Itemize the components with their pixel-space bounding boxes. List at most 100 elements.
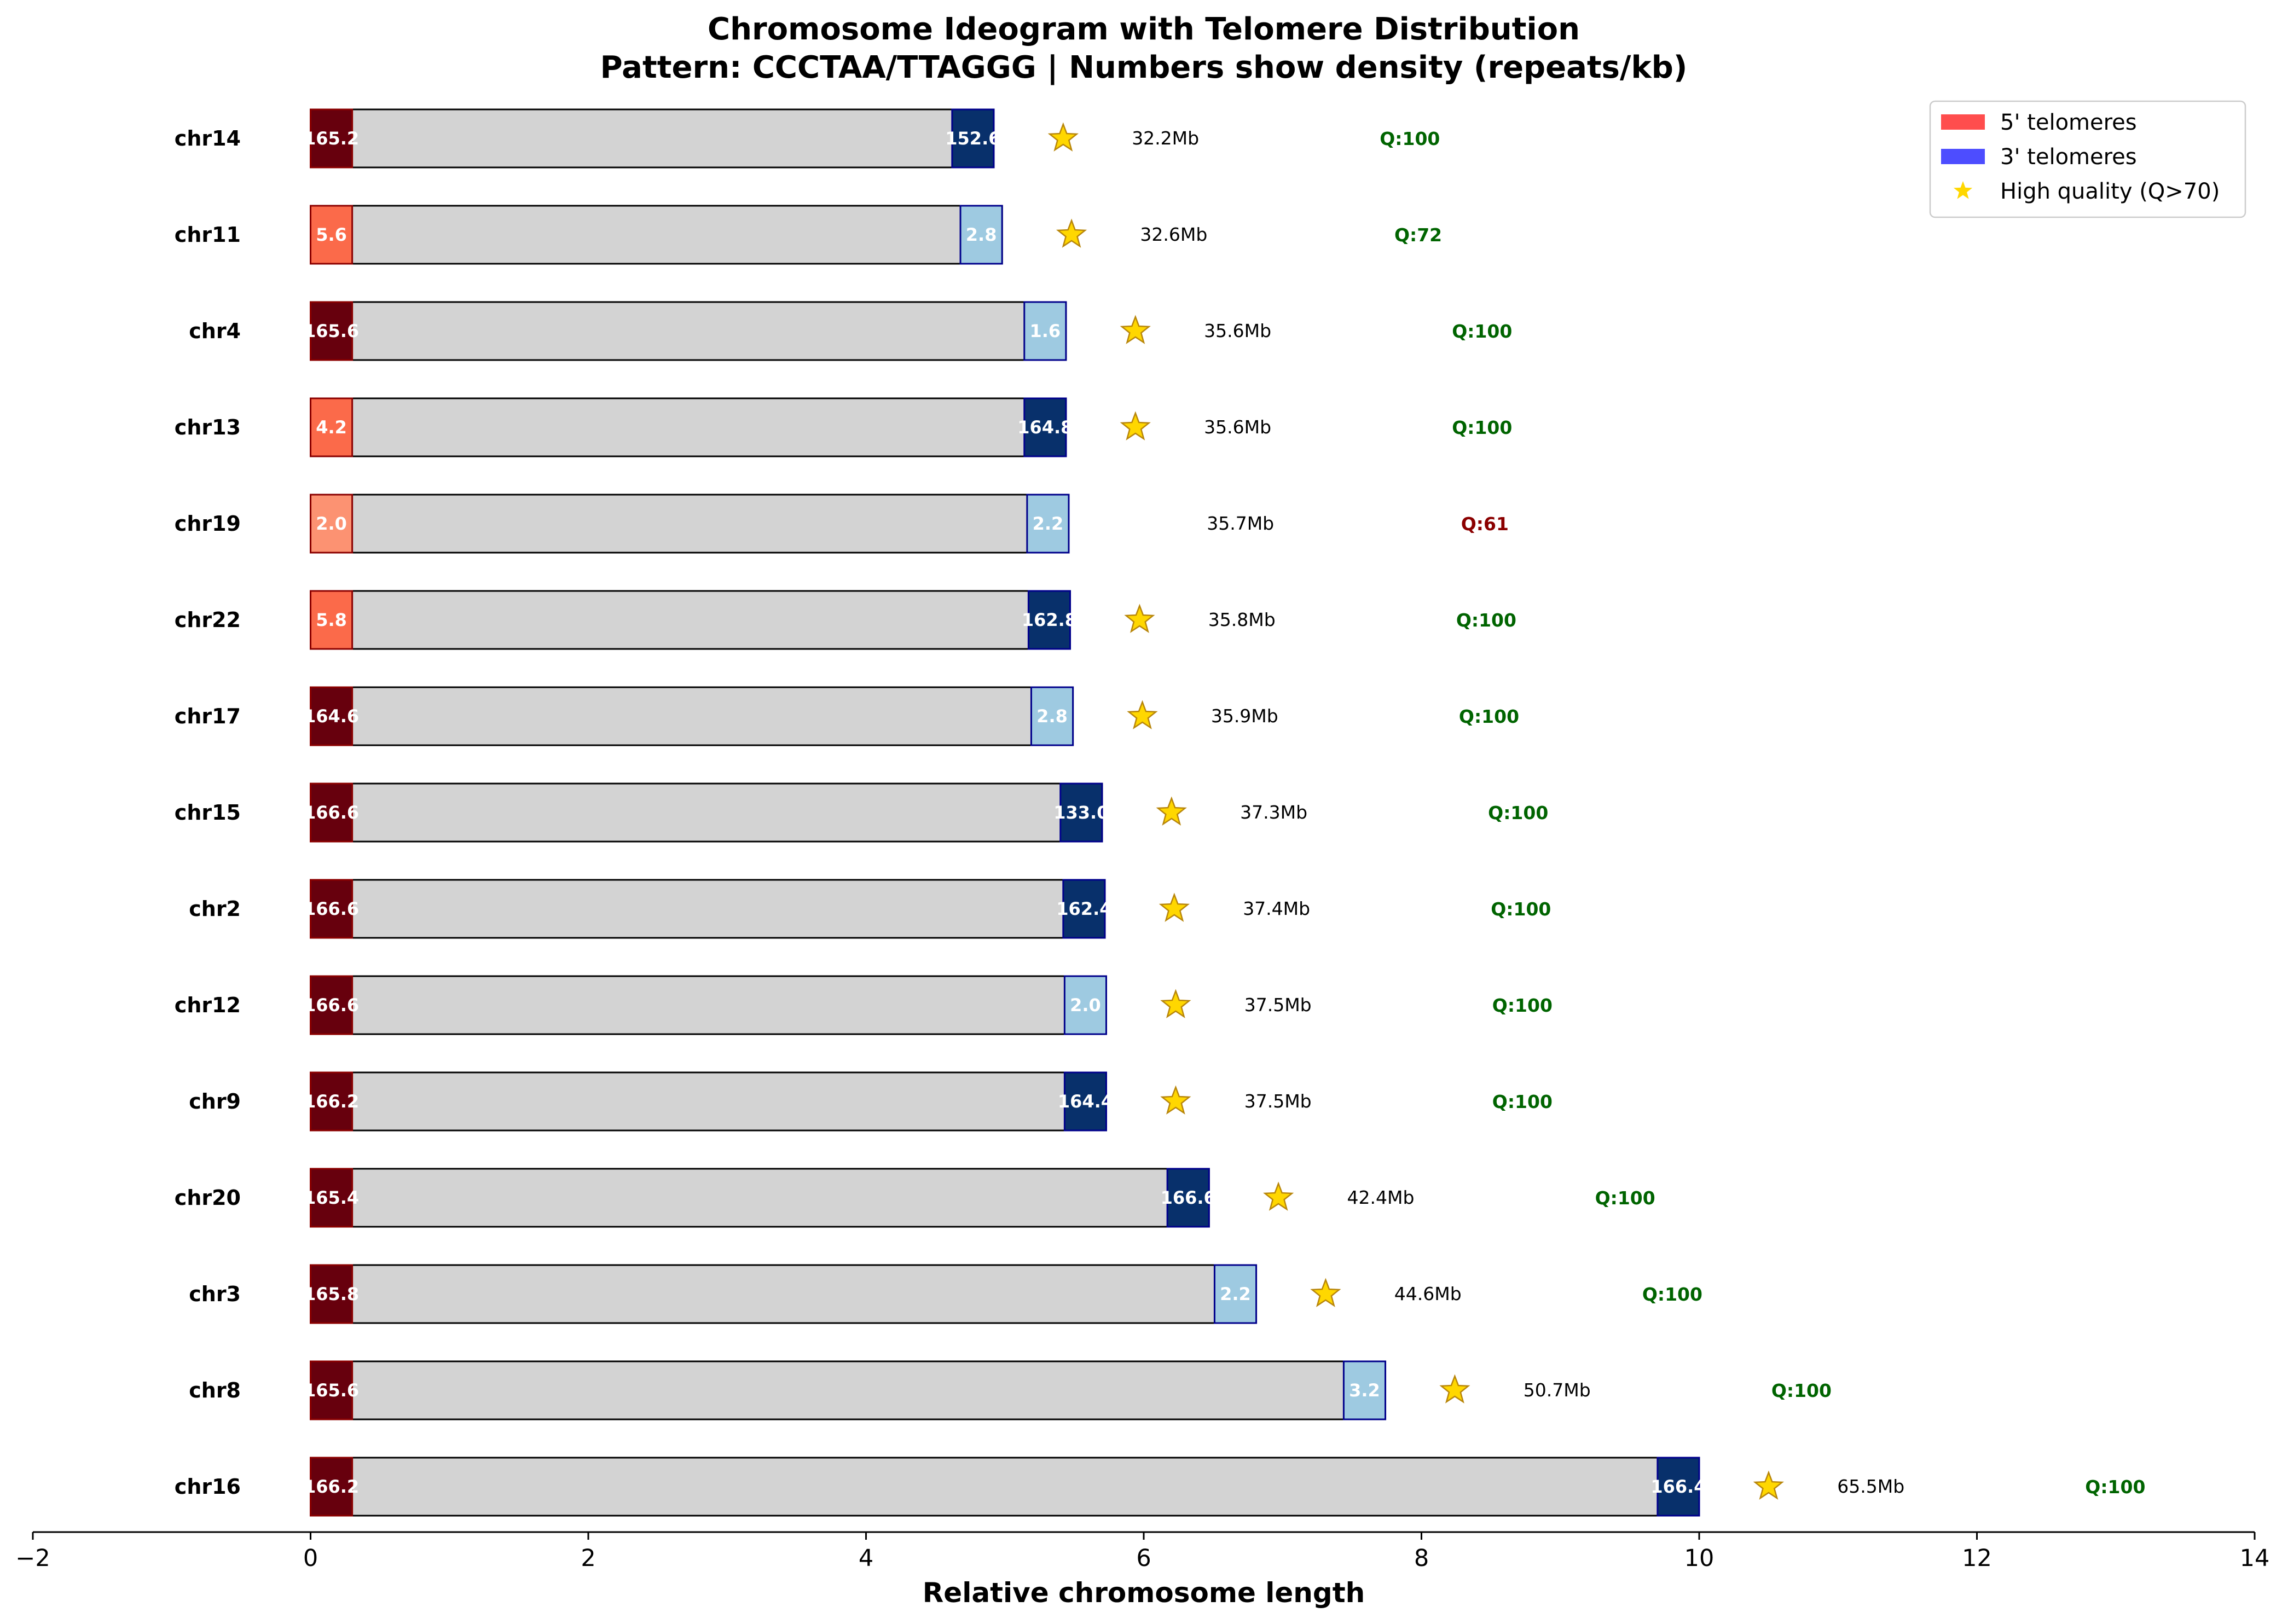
chromosome-row: chr11 5.6 2.8 32.6Mb Q:72 [175,205,1442,265]
three-prime-telomere [1063,1071,1107,1132]
chromosome-label: chr16 [175,1475,241,1499]
quality-score-label: Q:100 [1456,610,1516,631]
chromosome-label: chr12 [175,993,241,1017]
x-tick-label: 2 [581,1545,595,1572]
high-quality-star-icon [1310,1278,1341,1307]
chromosome-label: chr9 [189,1089,241,1113]
chart-subtitle: Pattern: CCCTAA/TTAGGG | Numbers show de… [600,50,1688,85]
chromosome-label: chr11 [175,223,241,247]
chromosome-size-label: 35.6Mb [1204,416,1271,438]
three-prime-telomere [951,108,995,169]
three-prime-telomere [1342,1360,1387,1420]
quality-score-label: Q:100 [1492,1091,1553,1112]
chromosome-body [310,108,995,169]
three-prime-telomere [1657,1457,1700,1517]
five-prime-density-label: 166.6 [304,898,359,919]
legend-star-icon [1953,181,1973,199]
chromosome-row: chr12 166.6 2.0 37.5Mb Q:100 [175,975,1553,1035]
high-quality-star-icon [1263,1181,1294,1211]
chromosome-body [310,1457,1700,1517]
five-prime-telomere [310,1457,354,1517]
quality-score-label: Q:61 [1461,513,1509,535]
chromosome-size-label: 35.7Mb [1207,513,1274,534]
chromosome-row: chr19 2.0 2.2 35.7Mb Q:61 [175,494,1509,554]
x-tick-label: 0 [303,1545,318,1572]
high-quality-star-icon [1439,1374,1470,1403]
three-prime-density-label: 3.2 [1349,1380,1380,1401]
high-quality-star-icon [1047,122,1079,152]
five-prime-telomere [310,1264,354,1324]
three-prime-density-label: 164.4 [1058,1091,1113,1112]
five-prime-telomere [310,108,354,169]
five-prime-density-label: 166.6 [304,995,359,1016]
three-prime-density-label: 152.6 [945,128,1000,149]
quality-score-label: Q:100 [1488,802,1548,823]
chromosome-size-label: 42.4Mb [1347,1187,1415,1208]
chromosome-row: chr13 4.2 164.8 35.6Mb Q:100 [175,397,1512,457]
x-tick-label: 6 [1136,1545,1151,1572]
five-prime-telomere [310,590,354,650]
x-tick-label: 8 [1414,1545,1429,1572]
five-prime-density-label: 165.4 [304,1187,359,1208]
chromosome-body [310,205,1003,265]
five-prime-telomere [310,1071,354,1132]
high-quality-star-icon [1160,989,1191,1018]
x-axis: −2 0 2 4 6 8 10 12 14 [15,1531,2269,1572]
three-prime-density-label: 2.0 [1070,995,1101,1016]
five-prime-density-label: 165.6 [304,1380,359,1401]
chromosome-label: chr14 [175,126,241,150]
three-prime-telomere [1030,686,1074,746]
quality-score-label: Q:100 [1452,321,1512,342]
three-prime-density-label: 2.2 [1220,1284,1251,1304]
three-prime-density-label: 162.8 [1022,610,1077,630]
chromosome-label: chr4 [189,319,241,343]
five-prime-density-label: 5.8 [316,610,347,630]
chromosome-row: chr17 164.6 2.8 35.9Mb Q:100 [175,686,1519,746]
legend-five-prime-swatch [1941,114,1985,130]
chromosome-body [310,494,1070,554]
chromosome-size-label: 37.5Mb [1244,1091,1312,1112]
quality-score-label: Q:100 [1491,898,1551,920]
three-prime-telomere [1026,494,1070,554]
five-prime-density-label: 166.6 [304,802,359,823]
five-prime-density-label: 2.0 [316,513,347,534]
three-prime-density-label: 2.8 [1036,706,1068,727]
chromosome-label: chr3 [189,1282,241,1306]
three-prime-density-label: 162.4 [1056,898,1111,919]
three-prime-density-label: 166.6 [1161,1187,1216,1208]
chromosome-size-label: 32.2Mb [1132,127,1199,149]
high-quality-star-icon [1160,1085,1191,1115]
high-quality-star-icon [1120,315,1151,344]
quality-score-label: Q:100 [1595,1187,1655,1209]
legend: 5' telomeres 3' telomeres High quality (Q>… [1929,100,2246,218]
chromosome-body [310,975,1107,1035]
chromosome-body [310,879,1106,939]
legend-box [1929,100,2246,218]
three-prime-telomere [1059,782,1103,843]
chromosome-size-label: 35.8Mb [1208,609,1276,630]
chromosome-size-label: 50.7Mb [1524,1379,1591,1401]
chromosome-body [310,301,1067,361]
five-prime-telomere [310,397,354,457]
chromosome-size-label: 35.9Mb [1211,705,1278,727]
legend-label: High quality (Q>70) [2000,179,2220,204]
chromosome-label: chr22 [175,608,241,632]
quality-score-label: Q:100 [1380,128,1440,149]
high-quality-star-icon [1159,892,1190,922]
x-tick-label: 12 [1962,1545,1992,1572]
chart-title: Chromosome Ideogram with Telomere Distri… [708,11,1580,47]
quality-score-label: Q:100 [1459,706,1519,727]
chromosome-rows: chr14 165.2 152.6 32.2Mb Q:100 chr11 5.6 2.8 32.… [175,108,2145,1517]
chromosome-body [310,1168,1210,1228]
chromosome-body [310,1360,1387,1420]
chromosome-row: chr8 165.6 3.2 50.7Mb Q:100 [189,1360,1832,1420]
chromosome-label: chr8 [189,1378,241,1402]
three-prime-density-label: 1.6 [1029,321,1061,341]
chromosome-label: chr20 [175,1186,241,1210]
five-prime-telomere [310,686,354,746]
chromosome-size-label: 35.6Mb [1204,320,1271,341]
five-prime-telomere [310,205,354,265]
chromosome-size-label: 37.3Mb [1240,802,1307,823]
chromosome-label: chr2 [189,897,241,921]
